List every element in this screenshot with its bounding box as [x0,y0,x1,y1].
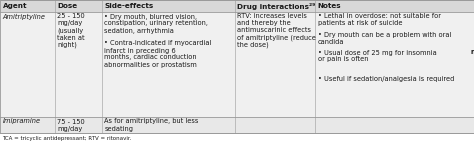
Text: • Contra-indicated if myocardial
infarct in preceding 6
months, cardiac conducti: • Contra-indicated if myocardial infarct… [104,40,212,67]
Text: • Lethal in overdose: not suitable for
patients at risk of suicide: • Lethal in overdose: not suitable for p… [318,13,441,26]
Text: As for amitriptyline, but less
sedating: As for amitriptyline, but less sedating [104,119,199,132]
Text: RTV: increases levels
and thereby the
antimuscarinic effects
of amitriptyline (r: RTV: increases levels and thereby the an… [237,13,316,48]
Text: Dose: Dose [57,3,77,9]
Text: Side-effects: Side-effects [104,3,154,9]
Text: Notes: Notes [318,3,341,9]
Text: • Useful if sedation/analgesia is required: • Useful if sedation/analgesia is requir… [318,77,454,83]
Text: Agent: Agent [2,3,27,9]
Text: TCA = tricyclic antidepressant; RTV = ritonavir.: TCA = tricyclic antidepressant; RTV = ri… [2,136,132,141]
Bar [0,0,474,12]
Text: not: not [471,49,474,55]
Text: • Usual dose of 25 mg for insomnia
or pain is often: • Usual dose of 25 mg for insomnia or pa… [318,49,437,62]
Text: • Dry mouth, blurred vision,
constipation, urinary retention,
sedation, arrhythm: • Dry mouth, blurred vision, constipatio… [104,13,208,33]
Text: 75 - 150
mg/day: 75 - 150 mg/day [57,119,85,132]
Text: 25 - 150
mg/day
(usually
taken at
night): 25 - 150 mg/day (usually taken at night) [57,13,85,48]
Text: Imipramine: Imipramine [2,119,41,125]
Text: Drug interactions²⁹: Drug interactions²⁹ [237,2,315,9]
Text: Amitriptyline: Amitriptyline [2,13,46,20]
Bar [0,117,474,133]
Bar [0,12,474,117]
Text: • Dry mouth can be a problem with oral
candida: • Dry mouth can be a problem with oral c… [318,31,451,44]
